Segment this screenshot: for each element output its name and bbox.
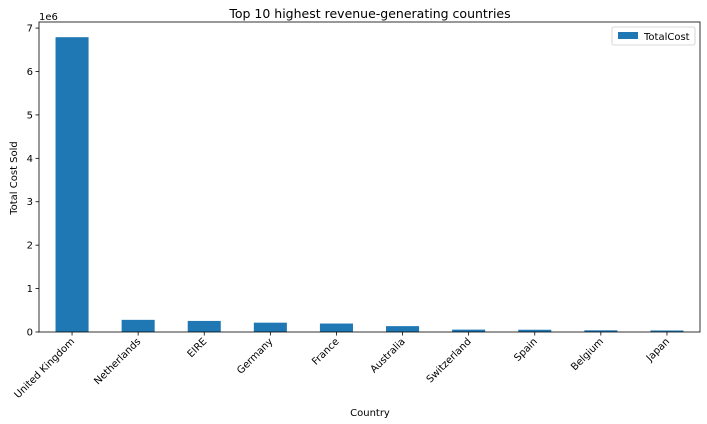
bar-spain <box>518 329 552 332</box>
y-tick-label: 6 <box>27 67 33 78</box>
x-tick-label: EIRE <box>186 336 210 360</box>
legend-swatch <box>618 32 638 39</box>
y-axis-label: Total Cost Sold <box>9 141 20 216</box>
bar-germany <box>253 322 287 332</box>
bar-eire <box>187 320 221 332</box>
x-axis-label: Country <box>350 408 390 419</box>
y-tick-label: 1 <box>27 284 33 295</box>
y-tick-label: 4 <box>27 154 33 165</box>
bar-france <box>319 323 353 332</box>
x-tick-label: Germany <box>235 336 275 376</box>
bar-netherlands <box>121 319 155 332</box>
bar-united-kingdom <box>55 37 89 333</box>
y-tick-label: 0 <box>27 328 33 339</box>
y-tick-label: 5 <box>27 110 33 121</box>
y-tick-label: 3 <box>27 197 33 208</box>
y-axis-offset-label: 1e6 <box>39 12 58 23</box>
bar-australia <box>386 326 420 332</box>
legend-label: TotalCost <box>643 32 690 43</box>
x-tick-label: Japan <box>644 336 672 364</box>
x-tick-label: France <box>310 336 341 367</box>
y-tick-label: 7 <box>27 24 33 35</box>
bar-switzerland <box>452 329 486 332</box>
plot-frame <box>38 21 701 333</box>
x-tick-label: Switzerland <box>425 336 474 385</box>
plot-area: 0 1 2 3 4 5 6 7 United Kingdom Netherlands EIRE Ger… <box>13 21 701 401</box>
y-tick-label: 2 <box>27 241 33 252</box>
x-tick-label: Australia <box>369 336 408 375</box>
legend-box <box>611 26 696 46</box>
x-tick-label: United Kingdom <box>13 336 78 401</box>
legend: TotalCost <box>611 26 696 46</box>
x-tick-label: Netherlands <box>92 336 143 387</box>
x-tick-label: Spain <box>512 336 540 364</box>
chart-title: Top 10 highest revenue-generating countr… <box>228 6 510 21</box>
bar-japan <box>650 330 684 332</box>
x-tick-label: Belgium <box>569 336 606 373</box>
bar-belgium <box>584 330 618 332</box>
